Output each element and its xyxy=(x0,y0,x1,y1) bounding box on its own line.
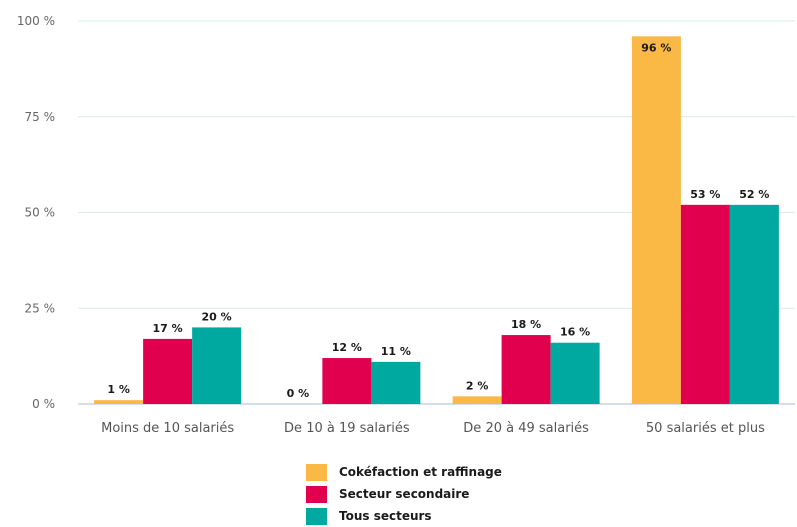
bar xyxy=(371,361,421,404)
bar xyxy=(143,338,193,404)
data-label: 20 % xyxy=(202,310,232,323)
y-tick-label: 100 % xyxy=(17,14,55,28)
legend-item-tous-secteurs[interactable]: Tous secteurs xyxy=(306,505,502,527)
data-label: 52 % xyxy=(739,188,769,201)
bar xyxy=(501,335,551,404)
bar xyxy=(631,36,681,404)
x-tick-label: Moins de 10 salariés xyxy=(101,421,234,436)
data-label: 1 % xyxy=(107,383,130,396)
data-label: 96 % xyxy=(641,41,671,54)
legend-swatch xyxy=(306,485,327,503)
legend-swatch xyxy=(306,463,327,481)
data-label: 17 % xyxy=(153,322,183,335)
bar xyxy=(729,204,779,404)
legend-label: Secteur secondaire xyxy=(339,487,470,501)
data-label: 16 % xyxy=(560,326,590,339)
x-tick-label: De 20 à 49 salariés xyxy=(463,421,589,436)
data-label: 53 % xyxy=(690,188,720,201)
bar xyxy=(192,327,242,404)
data-label: 0 % xyxy=(287,387,310,400)
data-label: 11 % xyxy=(381,345,411,358)
legend-label: Tous secteurs xyxy=(339,509,432,523)
y-tick-label: 75 % xyxy=(25,110,56,124)
bar xyxy=(452,396,502,404)
x-tick-label: 50 salariés et plus xyxy=(646,421,765,436)
x-tick-label: De 10 à 19 salariés xyxy=(284,421,410,436)
y-tick-label: 50 % xyxy=(25,206,56,220)
legend-item-secteur-secondaire[interactable]: Secteur secondaire xyxy=(306,483,502,505)
data-label: 2 % xyxy=(466,379,489,392)
bar xyxy=(94,400,144,404)
legend-item-cokefaction[interactable]: Cokéfaction et raffinage xyxy=(306,461,502,483)
y-tick-label: 25 % xyxy=(25,301,56,315)
legend-swatch xyxy=(306,507,327,525)
data-label: 18 % xyxy=(511,318,541,331)
y-tick-label: 0 % xyxy=(32,397,55,411)
bar xyxy=(680,204,730,404)
bar-chart: 0 % 25 % 50 % 75 % 100 % 1 % 17 % 20 % Moins de … xyxy=(17,14,795,436)
bar xyxy=(322,358,372,404)
bar xyxy=(550,342,600,404)
data-label: 12 % xyxy=(332,341,362,354)
legend: Cokéfaction et raffinage Secteur seconda… xyxy=(306,461,502,527)
legend-label: Cokéfaction et raffinage xyxy=(339,465,502,479)
